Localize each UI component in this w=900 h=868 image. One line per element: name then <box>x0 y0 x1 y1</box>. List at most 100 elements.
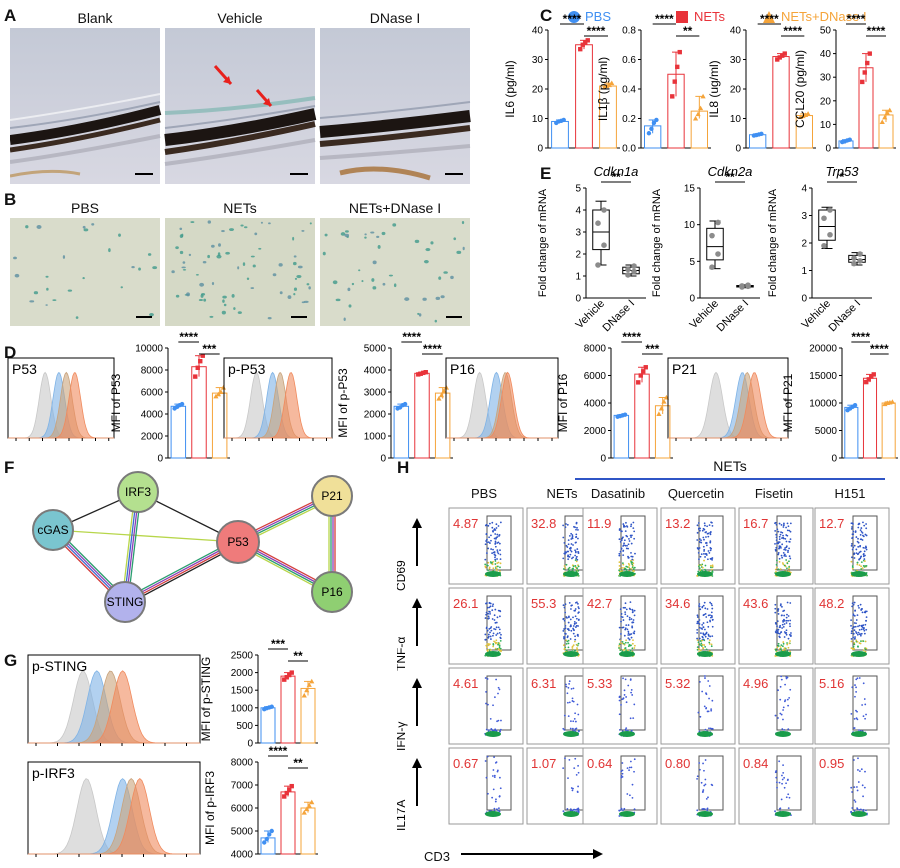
flow-event <box>624 611 627 614</box>
flow-event <box>865 647 868 650</box>
stained-cell <box>91 223 95 226</box>
flow-event <box>703 538 705 541</box>
y-tick-label: 0 <box>380 454 386 465</box>
flow-plot: 5.33 <box>582 667 658 745</box>
flow-event <box>623 542 625 545</box>
flow-event <box>496 562 499 565</box>
significance-label: **** <box>402 330 421 344</box>
flow-event <box>774 607 777 610</box>
flow-event <box>855 717 858 720</box>
data-point <box>609 80 615 86</box>
flow-event <box>786 522 789 525</box>
stained-cell <box>182 261 186 264</box>
significance-label: ** <box>293 756 303 770</box>
flow-event <box>570 532 573 535</box>
flow-event <box>567 539 570 542</box>
stained-cell <box>223 303 227 307</box>
flow-event <box>565 649 568 652</box>
data-point <box>289 783 294 789</box>
flow-event <box>577 771 580 774</box>
flow-event <box>576 548 579 550</box>
flow-event <box>577 619 580 622</box>
flow-event <box>789 538 792 541</box>
flow-event <box>496 551 499 553</box>
panel-b-title-pbs: PBS <box>70 200 99 216</box>
flow-event <box>855 632 858 635</box>
flow-event <box>698 547 701 549</box>
stained-cell <box>434 319 437 323</box>
flow-event <box>574 559 577 561</box>
flow-event <box>698 527 701 530</box>
flow-event <box>708 685 711 687</box>
flow-event <box>566 692 569 695</box>
flow-event <box>624 678 627 681</box>
flow-event <box>494 543 497 545</box>
flow-event <box>703 559 705 562</box>
flow-event <box>633 566 636 569</box>
flow-event <box>494 545 497 548</box>
flow-event <box>489 643 491 646</box>
flow-event <box>569 625 572 628</box>
data-point <box>418 371 423 376</box>
flow-event <box>485 613 488 616</box>
flow-event <box>629 760 632 763</box>
flow-event <box>618 647 620 649</box>
flow-event <box>630 766 633 769</box>
stained-cell <box>246 277 250 280</box>
flow-event <box>620 613 623 615</box>
flow-event <box>704 675 706 677</box>
flow-event <box>710 643 713 646</box>
stained-cell <box>188 253 192 257</box>
flow-event <box>573 629 575 632</box>
flow-event <box>785 782 787 785</box>
flow-event <box>572 632 575 635</box>
stained-cell <box>430 241 434 245</box>
flow-event <box>576 601 578 604</box>
flow-event <box>854 684 856 686</box>
data-point <box>416 372 421 377</box>
flow-event <box>498 795 501 798</box>
y-tick-label: 0.2 <box>622 114 636 125</box>
flow-event <box>630 534 633 537</box>
panel-a-images <box>10 28 471 184</box>
y-tick-label: 5000 <box>364 344 387 355</box>
flow-event <box>862 555 865 558</box>
flow-event <box>853 557 856 559</box>
flow-event <box>777 610 780 612</box>
stained-cell <box>309 222 312 225</box>
flow-event <box>496 616 499 619</box>
flow-event <box>857 537 859 540</box>
flow-event <box>631 796 634 799</box>
flow-event <box>563 647 566 650</box>
flow-event <box>865 523 867 525</box>
stained-cell <box>381 231 386 236</box>
flow-event <box>852 546 855 549</box>
data-point <box>780 53 785 58</box>
data-point <box>583 40 588 45</box>
flow-event <box>782 706 785 709</box>
flow-event <box>577 729 580 732</box>
flow-event <box>633 530 636 533</box>
stained-cell <box>377 245 381 249</box>
data-point <box>695 111 701 117</box>
flow-event <box>494 558 497 561</box>
flow-event <box>565 544 568 547</box>
flow-event <box>624 602 627 605</box>
stained-cell <box>152 266 158 270</box>
flow-cluster <box>697 571 713 577</box>
flow-event <box>851 807 854 809</box>
flow-event <box>707 625 710 628</box>
data-point <box>805 111 811 116</box>
stained-cell <box>297 265 303 269</box>
flow-event <box>781 623 784 626</box>
flow-event <box>569 727 572 730</box>
flow-event <box>786 562 789 565</box>
flow-event <box>702 647 705 650</box>
flow-event <box>864 611 867 614</box>
flow-event <box>779 533 782 536</box>
flow-event <box>486 678 489 680</box>
nets-group-header: NETs <box>713 458 747 474</box>
